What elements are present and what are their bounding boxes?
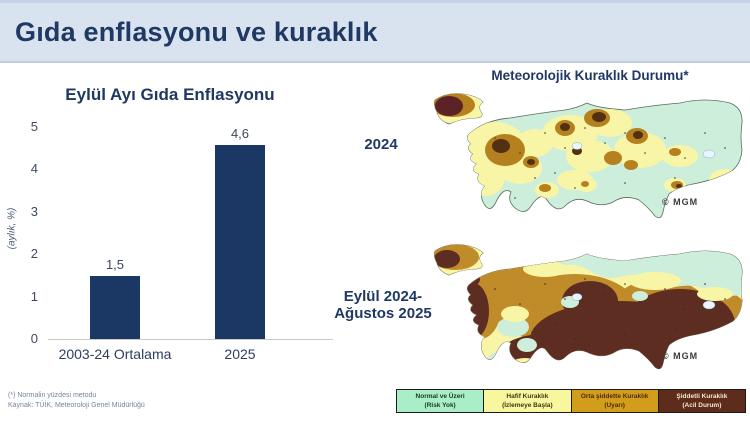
legend-cell-mild: Hafif Kuraklık (İzlemeye Başla) [483, 390, 571, 412]
legend-label-line1: Hafif Kuraklık [506, 393, 549, 400]
turkey-map-svg-2024: © MGM [433, 93, 743, 219]
bar-2025 [215, 144, 265, 339]
slide-title: Gıda enflasyonu ve kuraklık [15, 16, 378, 47]
mgm-watermark: © MGM [662, 197, 698, 207]
y-tick-0: 0 [30, 331, 38, 346]
bar-chart-panel: Eylül Ayı Gıda Enflasyonu (aylık, %) 5 4… [0, 63, 345, 403]
y-tick-5: 5 [30, 119, 38, 134]
header-band: Gıda enflasyonu ve kuraklık [0, 0, 750, 63]
y-tick-2: 2 [30, 246, 38, 261]
y-axis-label: (aylık, %) [6, 207, 18, 250]
legend-label-line1: Orta şiddette Kuraklık [580, 393, 649, 400]
map-period-line2: Ağustos 2025 [334, 305, 432, 322]
chart-title: Eylül Ayı Gıda Enflasyonu [65, 85, 275, 104]
legend-label-line2: (Risk Yok) [424, 401, 456, 409]
map-year-label: 2024 [364, 136, 398, 153]
y-tick-3: 3 [30, 204, 38, 219]
legend-label-line2: (İzlemeye Başla) [502, 401, 553, 409]
drought-blobs-2024 [434, 93, 741, 199]
legend-label-line2: (Acil Durum) [682, 401, 722, 409]
legend-cell-moderate: Orta şiddette Kuraklık (Uyarı) [570, 390, 658, 412]
legend-cell-normal: Normal ve Üzeri (Risk Yok) [397, 390, 484, 412]
drought-blobs-2025 [434, 244, 743, 369]
category-label-average: 2003-24 Ortalama [58, 346, 172, 362]
map-period-line1: Eylül 2024- [343, 288, 423, 305]
maps-title: Meteorolojik Kuraklık Durumu* [491, 68, 689, 83]
turkey-drought-map-2024: © MGM [425, 88, 747, 234]
y-tick-1: 1 [30, 289, 38, 304]
plot-area: 1,5 4,6 [48, 125, 333, 340]
turkey-map-svg-2025: © MGM [433, 244, 743, 370]
footnote-method: (*) Normalin yüzdesi metodu [8, 392, 97, 399]
legend-label-line1: Şiddetli Kuraklık [676, 393, 728, 400]
bar-value-label: 4,6 [230, 125, 250, 141]
legend-label-line2: (Uyarı) [604, 401, 625, 409]
mgm-watermark: © MGM [662, 351, 698, 361]
footnotes: (*) Normalin yüzdesi metodu Kaynak: TÜİK… [8, 391, 145, 410]
turkey-drought-map-2025: © MGM [425, 237, 747, 387]
bar-average [90, 275, 140, 339]
map-period-label: Eylül 2024- Ağustos 2025 [322, 288, 444, 322]
source-line: Kaynak: TÜİK, Meteoroloji Genel Müdürlüğ… [8, 401, 145, 409]
legend-cell-severe: Şiddetli Kuraklık (Acil Durum) [657, 390, 745, 412]
drought-maps-panel: Meteorolojik Kuraklık Durumu* 2024 Eylül… [320, 63, 750, 393]
legend-label-line1: Normal ve Üzeri [415, 393, 465, 400]
bar-value-label: 1,5 [105, 256, 125, 272]
y-tick-4: 4 [30, 161, 38, 176]
category-label-2025: 2025 [224, 346, 256, 362]
city-dots [494, 127, 726, 199]
city-dots [494, 278, 726, 350]
drought-legend: Normal ve Üzeri (Risk Yok) Hafif Kuraklı… [396, 389, 746, 413]
